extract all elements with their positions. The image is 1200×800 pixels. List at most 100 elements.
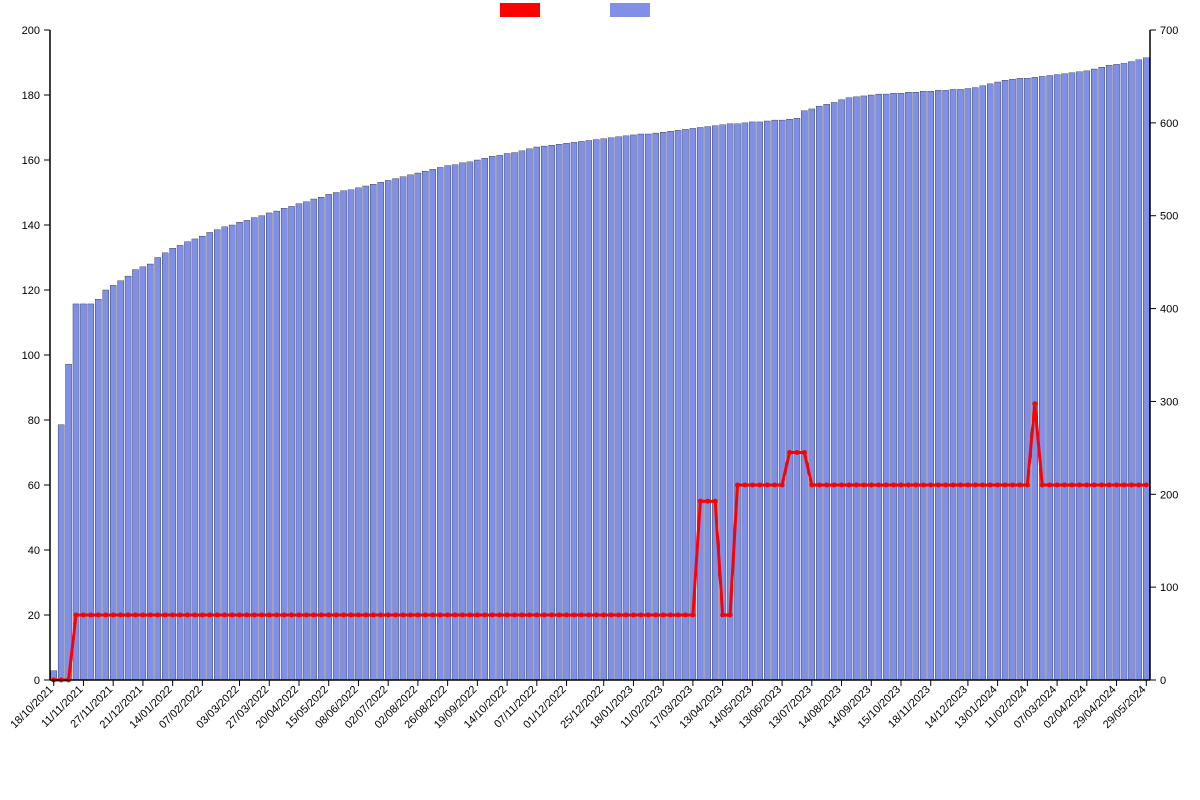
ytick-right: 500	[1160, 211, 1178, 223]
bar	[586, 141, 592, 681]
bar	[452, 165, 458, 680]
line-marker	[832, 483, 837, 488]
line-marker	[363, 613, 368, 618]
line-marker	[453, 613, 458, 618]
bar	[407, 175, 413, 680]
line-marker	[676, 613, 681, 618]
line-marker	[430, 613, 435, 618]
line-marker	[534, 613, 539, 618]
bar	[1091, 69, 1097, 680]
bar	[898, 93, 904, 680]
ytick-left: 80	[28, 415, 40, 427]
bar	[779, 120, 785, 680]
line-marker	[505, 613, 510, 618]
line-marker	[750, 483, 755, 488]
line-marker	[259, 613, 264, 618]
line-marker	[356, 613, 361, 618]
bar	[1084, 71, 1090, 680]
bar	[965, 89, 971, 681]
bar	[653, 133, 659, 680]
bar	[88, 304, 94, 680]
line-marker	[81, 613, 86, 618]
line-marker	[742, 483, 747, 488]
line-marker	[1025, 483, 1030, 488]
bar	[675, 130, 681, 680]
bar	[1136, 60, 1142, 680]
bar	[549, 145, 555, 680]
line-marker	[1121, 483, 1126, 488]
bar	[147, 264, 153, 680]
bar	[668, 131, 674, 680]
line-marker	[668, 613, 673, 618]
line-marker	[415, 613, 420, 618]
line-marker	[1107, 483, 1112, 488]
bar	[459, 163, 465, 680]
line-marker	[1032, 401, 1037, 406]
line-marker	[215, 613, 220, 618]
bar	[214, 230, 220, 680]
bar	[1106, 65, 1112, 680]
bar	[58, 425, 64, 680]
bar	[913, 92, 919, 680]
line-marker	[467, 613, 472, 618]
ytick-right: 700	[1160, 25, 1178, 37]
line-marker	[891, 483, 896, 488]
bar	[987, 84, 993, 680]
bar	[132, 270, 138, 680]
bar	[489, 156, 495, 680]
line-marker	[244, 613, 249, 618]
legend-swatch-bar	[610, 3, 650, 17]
bar	[385, 180, 391, 680]
bar	[616, 137, 622, 680]
line-marker	[824, 483, 829, 488]
line-marker	[148, 613, 153, 618]
line-marker	[557, 613, 562, 618]
bar	[1017, 78, 1023, 680]
line-marker	[609, 613, 614, 618]
line-marker	[802, 450, 807, 455]
line-marker	[126, 613, 131, 618]
line-marker	[899, 483, 904, 488]
line-marker	[200, 613, 205, 618]
line-marker	[237, 613, 242, 618]
bar	[140, 267, 146, 680]
line-marker	[118, 613, 123, 618]
bar	[348, 190, 354, 680]
line-marker	[1003, 483, 1008, 488]
bar	[623, 136, 629, 680]
bar	[638, 134, 644, 680]
bar	[430, 169, 436, 680]
bar	[1099, 67, 1105, 680]
bar	[861, 96, 867, 680]
bar	[236, 222, 242, 680]
bar	[593, 140, 599, 680]
line-marker	[1077, 483, 1082, 488]
bar	[326, 194, 332, 680]
bar	[995, 82, 1001, 680]
line-marker	[958, 483, 963, 488]
bar	[125, 276, 131, 680]
bar	[868, 95, 874, 680]
line-marker	[289, 613, 294, 618]
line-marker	[163, 613, 168, 618]
line-marker	[1092, 483, 1097, 488]
line-marker	[817, 483, 822, 488]
bar	[630, 135, 636, 680]
line-marker	[728, 613, 733, 618]
bar	[1024, 78, 1030, 680]
ytick-left: 60	[28, 480, 40, 492]
bar	[519, 151, 525, 680]
bar	[757, 122, 763, 680]
line-marker	[230, 613, 235, 618]
bar	[274, 211, 280, 680]
bar	[378, 182, 384, 680]
bar	[928, 91, 934, 680]
bar	[422, 171, 428, 680]
line-marker	[936, 483, 941, 488]
bar	[846, 98, 852, 680]
line-marker	[252, 613, 257, 618]
line-marker	[1040, 483, 1045, 488]
bar	[935, 90, 941, 680]
bar	[497, 155, 503, 680]
ytick-left: 40	[28, 545, 40, 557]
